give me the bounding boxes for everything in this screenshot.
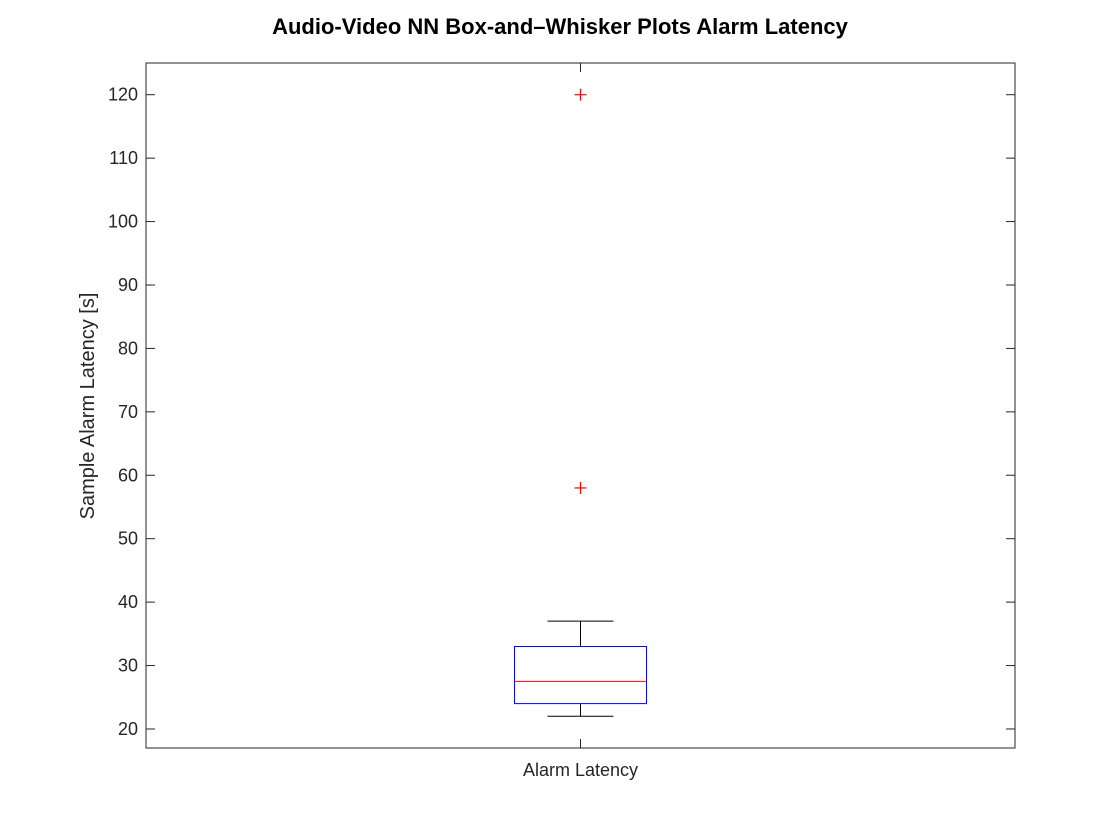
chart-title: Audio-Video NN Box-and–Whisker Plots Ala… [272,14,849,39]
y-tick-label: 50 [118,529,138,549]
y-tick-label: 90 [118,275,138,295]
y-tick-label: 20 [118,719,138,739]
y-axis-label: Sample Alarm Latency [s] [77,293,99,520]
interquartile-box [514,646,647,705]
y-tick-label: 80 [118,338,138,358]
x-axis-ticks: Alarm Latency [523,63,638,780]
outlier-marker [574,88,587,101]
y-axis-ticks: 20 30 40 50 60 70 80 90 100 110 120 [108,85,1015,739]
y-tick-label: 70 [118,402,138,422]
y-tick-label: 30 [118,656,138,676]
y-tick-label: 60 [118,465,138,485]
y-tick-label: 110 [109,148,138,168]
y-tick-label: 120 [108,85,138,105]
y-tick-label: 40 [118,592,138,612]
outlier-marker [574,481,587,494]
box-plot-series [514,88,647,717]
y-tick-label: 100 [108,212,138,232]
x-tick-label: Alarm Latency [523,760,638,780]
